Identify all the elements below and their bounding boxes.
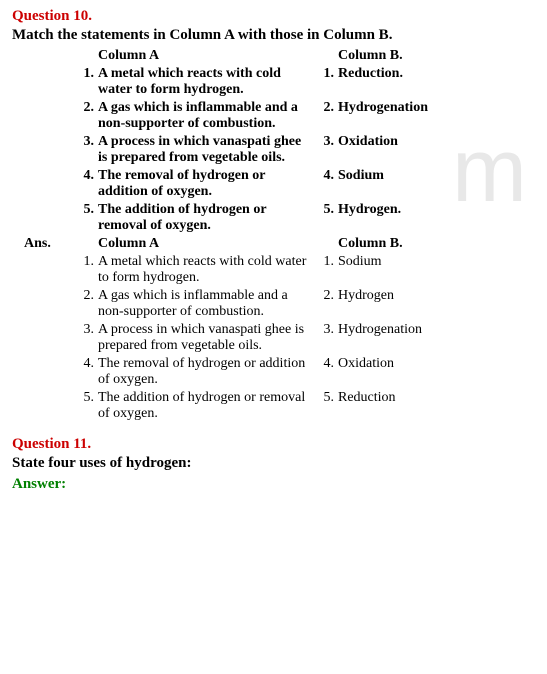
row-a: The addition of hydrogen or removal of o… bbox=[98, 390, 316, 422]
table-row: 4. The removal of hydrogen or addition o… bbox=[72, 356, 535, 388]
table-row: 2. A gas which is inflammable and a non-… bbox=[72, 100, 535, 132]
row-num: 3. bbox=[72, 134, 98, 150]
row-num: 4. bbox=[72, 168, 98, 184]
row-b: Oxidation bbox=[338, 356, 394, 372]
q10-given-header: Column A Column B. bbox=[72, 48, 535, 64]
table-row: 5. The addition of hydrogen or removal o… bbox=[72, 202, 535, 234]
row-a: A metal which reacts with cold water to … bbox=[98, 66, 316, 98]
colB-header: Column B. bbox=[338, 236, 403, 252]
row-num: 2. bbox=[72, 288, 98, 304]
q10-label: Question 10. bbox=[12, 8, 535, 25]
row-bn: 5. bbox=[316, 202, 338, 218]
colA-header: Column A bbox=[98, 236, 316, 252]
table-row: 4. The removal of hydrogen or addition o… bbox=[72, 168, 535, 200]
row-a: A gas which is inflammable and a non-sup… bbox=[98, 100, 316, 132]
q10-ans-header: Column A Column B. bbox=[72, 236, 535, 252]
row-b: Reduction bbox=[338, 390, 396, 406]
row-bn: 4. bbox=[316, 356, 338, 372]
row-num: 4. bbox=[72, 356, 98, 372]
row-bn: 1. bbox=[316, 254, 338, 270]
colA-header: Column A bbox=[98, 48, 316, 64]
row-b: Hydrogenation bbox=[338, 100, 428, 116]
row-a: The removal of hydrogen or addition of o… bbox=[98, 356, 316, 388]
table-row: 3. A process in which vanaspati ghee is … bbox=[72, 322, 535, 354]
row-bn: 1. bbox=[316, 66, 338, 82]
row-bn: 3. bbox=[316, 134, 338, 150]
row-bn: 3. bbox=[316, 322, 338, 338]
colB-header: Column B. bbox=[338, 48, 403, 64]
row-bn: 5. bbox=[316, 390, 338, 406]
q11-label: Question 11. bbox=[12, 436, 535, 453]
table-row: 5. The addition of hydrogen or removal o… bbox=[72, 390, 535, 422]
row-num: 1. bbox=[72, 254, 98, 270]
q10-prompt: Match the statements in Column A with th… bbox=[12, 27, 535, 44]
row-a: A gas which is inflammable and a non-sup… bbox=[98, 288, 316, 320]
row-num: 5. bbox=[72, 390, 98, 406]
row-a: A metal which reacts with cold water to … bbox=[98, 254, 316, 286]
row-b: Hydrogenation bbox=[338, 322, 422, 338]
row-num: 3. bbox=[72, 322, 98, 338]
row-a: The addition of hydrogen or removal of o… bbox=[98, 202, 316, 234]
row-a: A process in which vanaspati ghee is pre… bbox=[98, 134, 316, 166]
row-bn: 2. bbox=[316, 288, 338, 304]
row-num: 5. bbox=[72, 202, 98, 218]
row-a: The removal of hydrogen or addition of o… bbox=[98, 168, 316, 200]
row-b: Oxidation bbox=[338, 134, 398, 150]
row-bn: 2. bbox=[316, 100, 338, 116]
row-num: 1. bbox=[72, 66, 98, 82]
q11-answer-label: Answer: bbox=[12, 476, 535, 493]
q11-prompt: State four uses of hydrogen: bbox=[12, 455, 535, 472]
table-row: 1. A metal which reacts with cold water … bbox=[72, 254, 535, 286]
row-b: Sodium bbox=[338, 168, 384, 184]
q10-answer-table: Column A Column B. 1. A metal which reac… bbox=[72, 236, 535, 422]
table-row: 3. A process in which vanaspati ghee is … bbox=[72, 134, 535, 166]
ans-label: Ans. bbox=[24, 236, 51, 252]
table-row: 2. A gas which is inflammable and a non-… bbox=[72, 288, 535, 320]
row-b: Reduction. bbox=[338, 66, 403, 82]
table-row: 1. A metal which reacts with cold water … bbox=[72, 66, 535, 98]
row-b: Hydrogen bbox=[338, 288, 394, 304]
row-a: A process in which vanaspati ghee is pre… bbox=[98, 322, 316, 354]
row-b: Sodium bbox=[338, 254, 382, 270]
row-b: Hydrogen. bbox=[338, 202, 401, 218]
q10-given-table: Column A Column B. 1. A metal which reac… bbox=[72, 48, 535, 234]
row-bn: 4. bbox=[316, 168, 338, 184]
row-num: 2. bbox=[72, 100, 98, 116]
